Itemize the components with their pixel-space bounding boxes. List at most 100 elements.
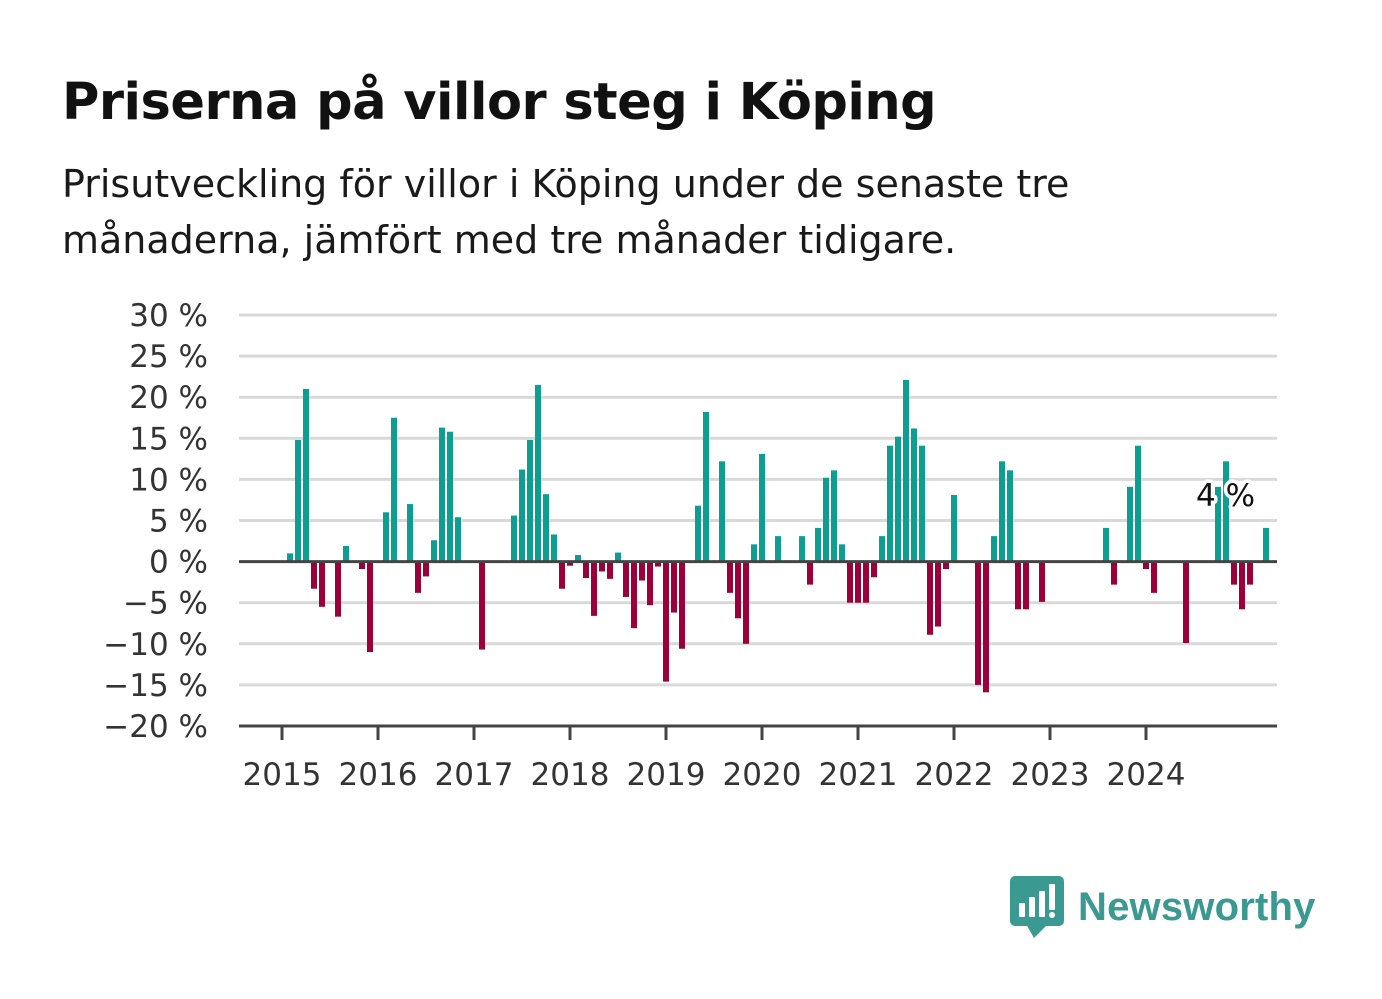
bar [519,469,525,562]
bar [647,561,653,606]
bar [567,561,573,566]
bar [655,561,661,567]
bar [727,561,733,593]
bar [535,384,541,562]
x-axis-tick-labels: 2015 2016 2017 2018 2019 2020 2021 2022 2023 2024 [243,757,1186,793]
x-tick-label: 2017 [435,757,514,793]
bar [887,445,893,562]
x-tick-label: 2022 [915,757,994,793]
bar [431,540,437,562]
bar [391,417,397,562]
bar [1023,561,1029,610]
x-tick-label: 2023 [1011,757,1090,793]
bar [663,561,669,682]
bar [719,461,725,562]
y-tick-label: 25 % [129,339,208,375]
bar [639,561,645,581]
bar [1103,527,1109,562]
bar [807,561,813,585]
bar [839,544,845,562]
bar [919,445,925,562]
bar [1127,486,1133,562]
last-value-label: 4 % [1196,478,1255,514]
bar [591,561,597,616]
bar [943,561,949,569]
bar [1007,470,1013,562]
bar [863,561,869,603]
bar [1263,527,1269,562]
bar [583,561,589,579]
bar [751,544,757,562]
bar [735,561,741,619]
bar [775,536,781,562]
bar [1223,461,1229,562]
x-tick-label: 2024 [1107,757,1186,793]
bar [703,412,709,562]
gridlines [239,313,1277,687]
bar [815,527,821,562]
x-tick-label: 2019 [627,757,706,793]
bar [383,512,389,562]
bar [895,436,901,562]
bar [631,561,637,629]
bar [903,379,909,562]
bar [1039,561,1045,602]
y-tick-label: 10 % [129,462,208,498]
bar [303,388,309,562]
y-tick-label: −5 % [123,586,208,622]
y-tick-label: −15 % [103,668,208,704]
x-tick-label: 2021 [819,757,898,793]
bars [287,379,1269,693]
bar [367,561,373,653]
bar [1239,561,1245,610]
bar [559,561,565,589]
bar [439,427,445,562]
y-tick-label: 30 % [129,298,208,334]
bar [935,561,941,627]
bar [759,453,765,562]
bar [911,428,917,562]
bar [991,536,997,562]
bar [311,561,317,589]
bar [671,561,677,613]
bar [615,552,621,562]
bar [423,561,429,577]
bar [927,561,933,635]
y-tick-label: 15 % [129,421,208,457]
bar [695,505,701,562]
bar [1135,445,1141,562]
bar [999,461,1005,562]
bar [607,561,613,579]
bar [1151,561,1157,593]
bar [343,545,349,562]
bar [799,536,805,562]
axes [239,560,1277,740]
bar [415,561,421,593]
newsworthy-brand: Newsworthy [1010,876,1316,938]
bar [823,477,829,562]
bar [855,561,861,603]
brand-name: Newsworthy [1078,884,1316,929]
y-tick-label: 20 % [129,380,208,416]
bar [951,495,957,562]
bar [543,494,549,562]
y-tick-label: −10 % [103,627,208,663]
bar [335,561,341,617]
bar [1231,561,1237,585]
bar [287,553,293,562]
bar [575,555,581,562]
bar [679,561,685,649]
bar [295,439,301,562]
bar [831,470,837,562]
bar [879,536,885,562]
x-tick-label: 2016 [339,757,418,793]
bar [623,561,629,597]
bar [847,561,853,603]
bar [319,561,325,607]
bar [599,561,605,572]
bar [511,515,517,562]
y-axis-tick-labels: 30 % 25 % 20 % 15 % 10 % 5 % 0 % −5 % −10 % −15 %… [103,298,208,745]
bar [479,561,485,650]
bar [1111,561,1117,585]
